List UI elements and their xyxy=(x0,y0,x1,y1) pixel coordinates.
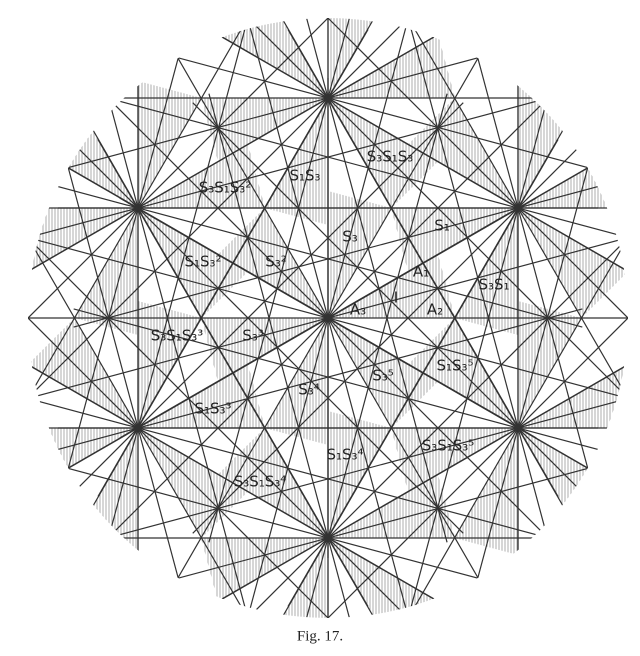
hatched-triangle xyxy=(264,98,328,225)
hatched-triangle xyxy=(201,538,328,602)
hatched-triangle xyxy=(138,81,202,208)
caption: Fig. 17. xyxy=(297,628,343,644)
region-label: S₃S₁S₃² xyxy=(199,179,252,197)
region-label: S₃S₁S₃³ xyxy=(151,327,204,345)
region-label: S₃³ xyxy=(242,327,264,345)
hatched-triangle xyxy=(328,34,455,98)
region-label: S₁ xyxy=(434,217,450,235)
region-label: S₃ xyxy=(342,228,358,246)
region-label: S₁S₃⁵ xyxy=(436,357,473,375)
hatched-triangle xyxy=(264,538,328,618)
hatched-triangle xyxy=(328,18,392,98)
line xyxy=(28,88,583,328)
region-label: S₃² xyxy=(265,253,287,271)
region-label: A₂ xyxy=(427,301,443,319)
hatched-triangle xyxy=(454,428,518,555)
region-label: S₃S₁S₃⁵ xyxy=(422,437,475,455)
region-label: S₁S₃⁴ xyxy=(326,446,363,464)
hatched-triangle xyxy=(138,301,202,428)
hatched-triangle xyxy=(328,411,392,538)
hatched-triangle xyxy=(454,208,518,335)
region-label: S₃⁵ xyxy=(372,367,394,385)
region-label: I xyxy=(394,289,398,307)
region-label: S₃S₁ xyxy=(478,276,509,294)
region-label: S₁S₃² xyxy=(184,253,221,271)
region-label: A₃ xyxy=(350,301,366,319)
region-label: S₁S₃ xyxy=(289,167,320,185)
region-label: A₁ xyxy=(413,263,429,281)
region-label: S₁S₃³ xyxy=(194,400,231,418)
region-label: S₃S₁S₃⁴ xyxy=(234,473,287,491)
region-label: S₃S₁S₃ xyxy=(367,148,414,166)
region-label: S₃⁴ xyxy=(298,381,320,399)
